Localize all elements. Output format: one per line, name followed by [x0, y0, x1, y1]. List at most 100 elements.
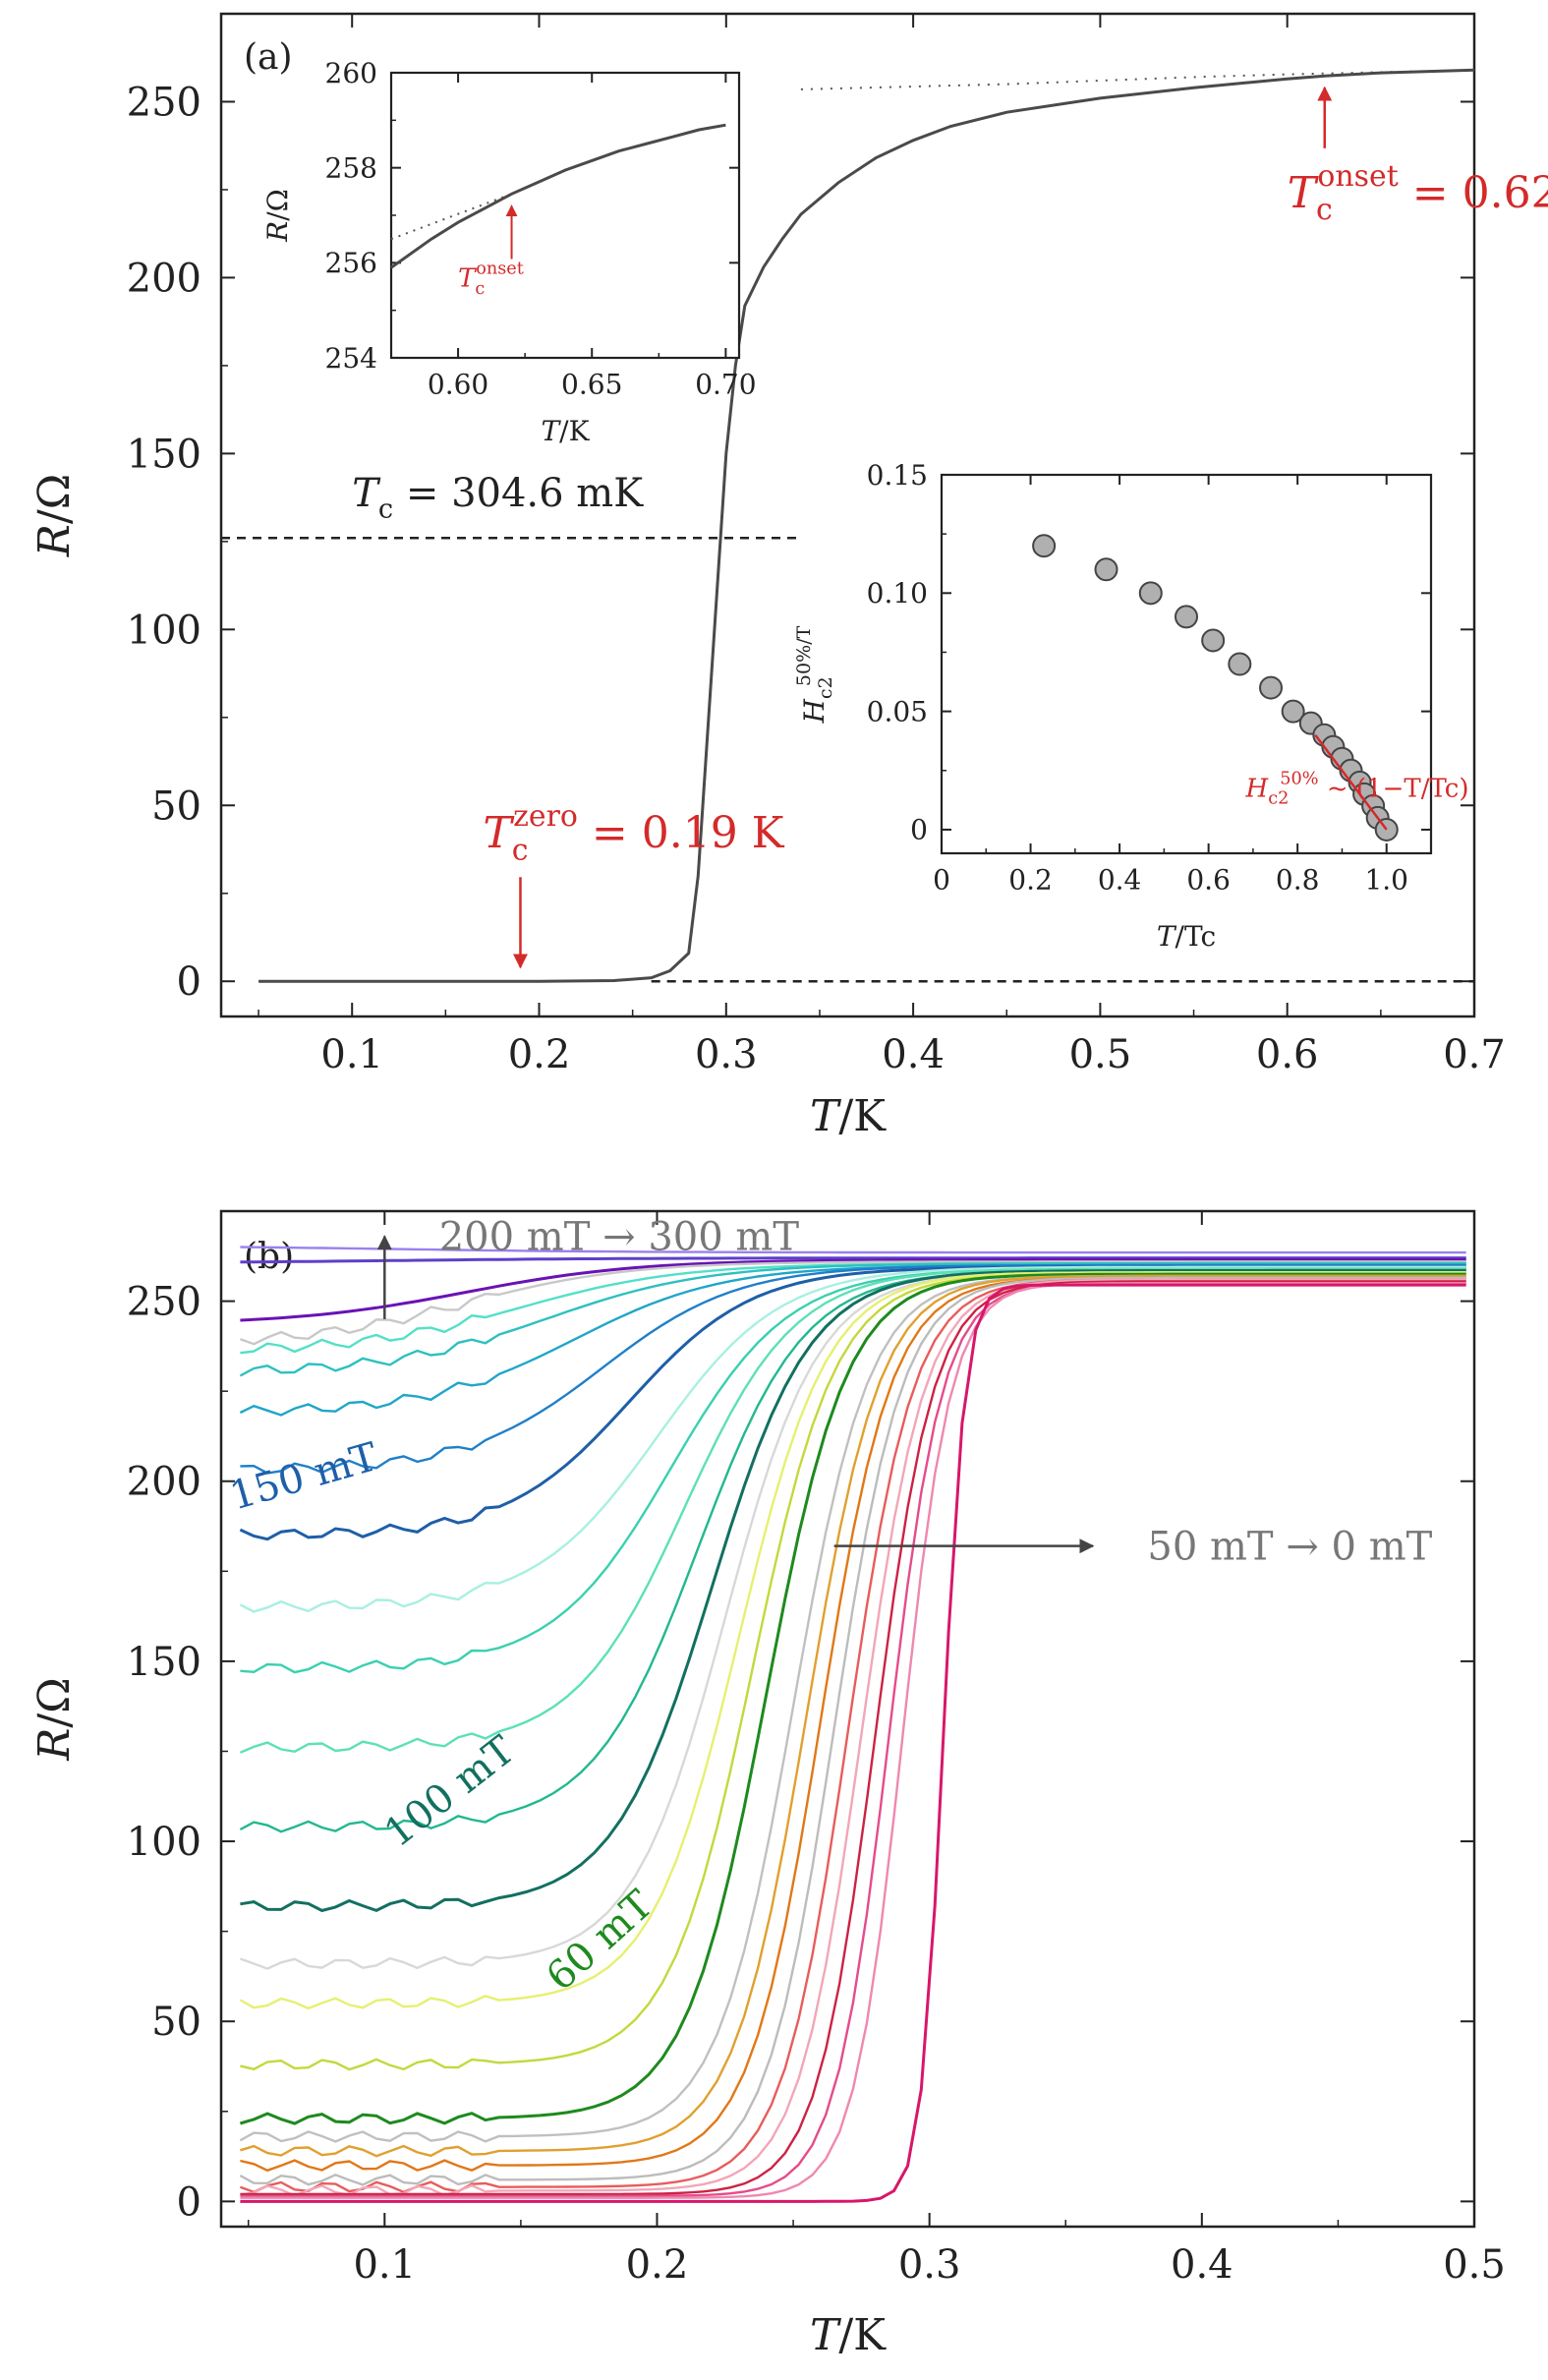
panel-b-x-tick-label: 0.5	[1443, 2242, 1506, 2288]
panel-b-field-curve	[239, 1265, 1466, 1613]
panel-a-y-tick-label: 100	[127, 608, 201, 653]
panel-b-chart: 0.1 0.2 0.3 0.4 0.5 0 50 100 150 200 250 T/K R/Ω (b) 1…	[29, 1209, 1506, 2360]
panel-a-chart: 0.1 0.2 0.3 0.4 0.5 0.6 0.7050100150200250T/KR…	[29, 12, 1548, 1141]
panel-b-field-curve	[239, 1267, 1466, 1754]
inset-2-fit-line	[1314, 733, 1388, 831]
panel-a-x-tick-label: 0.7	[1443, 1032, 1506, 1077]
panel-a-x-tick-label: 0.4	[882, 1032, 945, 1077]
panel-a-annotation: Tczero = 0.19 K	[483, 799, 784, 867]
panel-b-field-curve	[239, 1261, 1466, 1377]
inset-2-y-axis-label: Hc250%/T	[793, 625, 836, 724]
panel-a-annotation: Tc = 304.6 mK	[352, 471, 644, 524]
inset-2-y-tick-label: 0.05	[867, 695, 928, 727]
inset-1-x-axis-label: T/K	[541, 415, 590, 447]
inset-2-data-point	[1228, 652, 1252, 676]
panel-b-field-curve	[240, 1278, 1466, 2197]
panel-b-label: (b)	[244, 1237, 294, 1277]
inset-2-x-tick-label: 0	[933, 863, 950, 896]
panel-b-y-tick-label: 150	[127, 1640, 201, 1685]
panel-b-y-tick-label: 200	[127, 1460, 201, 1505]
panel-a-inset-hc2-scatter: 0 0.2 0.4 0.6 0.8 1.0 0 0.05 0.10 0.15 T/Tc Hc250%/…	[793, 459, 1468, 953]
panel-a-resistance-curve	[258, 68, 1475, 983]
panel-a-x-tick-label: 0.1	[320, 1032, 383, 1077]
panel-b-field-curve	[239, 1271, 1466, 1970]
inset-2-x-tick-label: 0.6	[1186, 863, 1231, 896]
inset-2-x-tick-label: 0.8	[1276, 863, 1320, 896]
inset-2-data-point	[1138, 581, 1163, 606]
panel-b-y-tick-label: 0	[177, 2179, 201, 2225]
panel-a-x-tick-label: 0.3	[695, 1032, 758, 1077]
inset-1-y-tick-label: 256	[325, 247, 377, 279]
panel-a-x-tick-label: 0.5	[1069, 1032, 1132, 1077]
panel-b-curve-label: 150 mT	[225, 1434, 383, 1520]
panel-b-y-axis-label: R/Ω	[29, 1677, 80, 1761]
panel-b-field-curve	[239, 1272, 1466, 2125]
inset-2-x-axis-label: T/Tc	[1157, 920, 1216, 953]
inset-2-data-point	[1259, 675, 1284, 700]
panel-b-y-tick-label: 50	[151, 2000, 201, 2045]
panel-a-y-tick-label: 50	[151, 784, 201, 829]
panel-b-field-curve	[239, 1274, 1466, 2143]
panel-a-x-tick-label: 0.6	[1256, 1032, 1319, 1077]
panel-b-field-curve	[240, 1246, 1466, 1254]
panel-b-y-tick-label: 100	[127, 1820, 201, 1865]
panel-b-field-curve	[239, 1265, 1466, 1541]
inset-2-background	[942, 475, 1431, 853]
panel-b-field-curve	[240, 1274, 1466, 2158]
panel-b-field-curve	[239, 1260, 1466, 1346]
panel-b-field-curve	[240, 1276, 1466, 2173]
panel-a-y-tick-label: 200	[127, 256, 201, 301]
panel-b-field-curve	[240, 1280, 1466, 2196]
panel-b-x-tick-label: 0.4	[1171, 2242, 1233, 2288]
inset-2-data-point	[1094, 557, 1118, 582]
panel-b-field-curve	[239, 1278, 1466, 2194]
panel-b-field-curve	[240, 1268, 1466, 1913]
panel-a-label: (a)	[244, 37, 293, 78]
inset-1-y-tick-label: 254	[325, 342, 377, 375]
panel-b-field-curve	[239, 1276, 1466, 2186]
inset-2-x-tick-label: 0.2	[1008, 863, 1053, 896]
panel-b-annotation: 50 mT → 0 mT	[1147, 1525, 1432, 1570]
inset-1-y-tick-label: 258	[325, 151, 377, 184]
panel-b-field-curve	[240, 1272, 1466, 2071]
inset-2-y-tick-label: 0.10	[867, 577, 928, 610]
panel-b-field-curve	[239, 1271, 1466, 2010]
inset-1-annotation: Tconset	[458, 260, 524, 299]
inset-2-plot-frame	[940, 473, 1433, 855]
panel-b-x-tick-label: 0.3	[898, 2242, 961, 2288]
inset-1-curve	[390, 123, 726, 269]
inset-1-x-tick-label: 0.65	[561, 368, 622, 400]
inset-1-background	[391, 73, 739, 358]
panel-a-x-tick-label: 0.2	[508, 1032, 571, 1077]
panel-a-y-tick-label: 250	[127, 80, 201, 125]
inset-2-data-point	[1201, 628, 1226, 653]
panel-b-plot-frame	[219, 1209, 1476, 2229]
panel-a-y-tick-label: 150	[127, 432, 201, 477]
panel-a-plot-frame	[219, 12, 1476, 1018]
inset-1-dotted-line	[390, 193, 512, 241]
inset-2-y-tick-label: 0	[910, 814, 928, 846]
inset-2-x-tick-label: 1.0	[1364, 863, 1408, 896]
inset-1-y-tick-label: 260	[325, 57, 377, 89]
panel-b-curve-label: 60 mT	[538, 1882, 661, 2000]
inset-2-data-point	[1281, 699, 1305, 724]
inset-2-data-point	[1175, 605, 1198, 629]
panel-b-y-tick-label: 250	[127, 1280, 201, 1325]
panel-b-x-axis-label: T/K	[810, 2310, 887, 2360]
inset-2-x-tick-label: 0.4	[1098, 863, 1142, 896]
panel-b-field-curve	[240, 1256, 1466, 1264]
inset-1-y-axis-label: R/Ω	[261, 189, 294, 243]
panel-a-inset-resistance-zoom: 0.60 0.65 0.70 254 256 258 260 T/K R/Ω Tconset	[261, 57, 757, 447]
panel-b-field-curve	[240, 1263, 1466, 1475]
inset-2-annotation: Hc250% ~ (1−T/Tc)	[1245, 769, 1469, 808]
panel-b-annotation: 200 mT → 300 mT	[439, 1215, 800, 1260]
panel-b-x-tick-label: 0.1	[353, 2242, 416, 2288]
inset-1-x-tick-label: 0.60	[428, 368, 488, 400]
panel-a-y-axis-label: R/Ω	[29, 474, 80, 557]
inset-1-x-tick-label: 0.70	[695, 368, 756, 400]
panel-a-y-tick-label: 0	[177, 959, 201, 1005]
panel-a-annotation: Tconset = 0.62 K	[1288, 159, 1548, 227]
panel-b-field-curve	[240, 1283, 1466, 2203]
panel-b-x-tick-label: 0.2	[626, 2242, 689, 2288]
